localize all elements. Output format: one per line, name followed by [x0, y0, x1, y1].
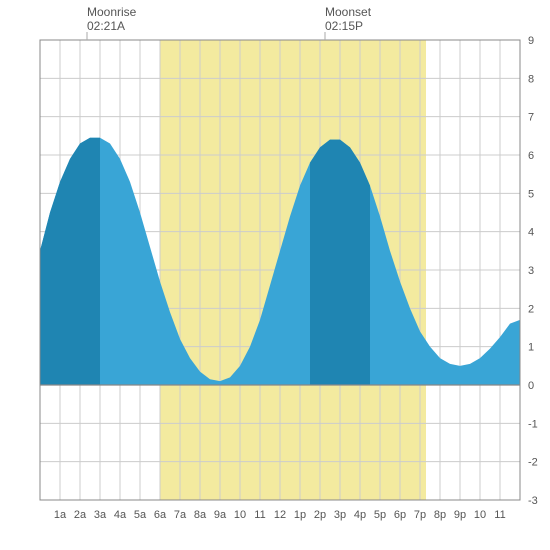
moonrise-label: Moonrise — [87, 5, 137, 19]
x-tick-label: 10 — [474, 509, 486, 521]
tide-area-dark-1 — [310, 140, 370, 385]
x-tick-label: 2p — [314, 509, 326, 521]
tide-chart: 1a2a3a4a5a6a7a8a9a1011121p2p3p4p5p6p7p8p… — [0, 0, 550, 550]
y-tick-label: 5 — [528, 188, 534, 200]
chart-svg: 1a2a3a4a5a6a7a8a9a1011121p2p3p4p5p6p7p8p… — [0, 0, 550, 550]
y-tick-label: 0 — [528, 380, 534, 392]
x-tick-label: 7p — [414, 509, 426, 521]
y-tick-label: 4 — [528, 227, 534, 239]
y-tick-label: 2 — [528, 303, 534, 315]
y-tick-label: 8 — [528, 73, 534, 85]
y-tick-label: 1 — [528, 342, 534, 354]
moonset-label: Moonset — [325, 5, 372, 19]
y-tick-label: 6 — [528, 150, 534, 162]
x-tick-label: 12 — [274, 509, 286, 521]
x-tick-label: 6p — [394, 509, 406, 521]
moonrise-time: 02:21A — [87, 19, 125, 33]
y-tick-label: -2 — [528, 457, 538, 469]
x-tick-label: 8a — [194, 509, 207, 521]
y-tick-label: 7 — [528, 112, 534, 124]
x-tick-label: 3p — [334, 509, 346, 521]
x-tick-label: 10 — [234, 509, 246, 521]
x-tick-label: 11 — [494, 509, 505, 521]
y-tick-label: -1 — [528, 418, 538, 430]
x-tick-label: 9a — [214, 509, 227, 521]
x-tick-label: 1p — [294, 509, 306, 521]
x-tick-label: 8p — [434, 509, 446, 521]
x-tick-label: 5a — [134, 509, 147, 521]
x-tick-label: 2a — [74, 509, 87, 521]
x-tick-label: 4p — [354, 509, 366, 521]
y-tick-label: -3 — [528, 495, 538, 507]
y-tick-label: 3 — [528, 265, 534, 277]
x-tick-label: 3a — [94, 509, 107, 521]
x-tick-label: 6a — [154, 509, 167, 521]
x-tick-label: 5p — [374, 509, 386, 521]
x-tick-label: 11 — [254, 509, 265, 521]
moonset-time: 02:15P — [325, 19, 363, 33]
y-tick-label: 9 — [528, 35, 534, 47]
x-tick-label: 9p — [454, 509, 466, 521]
x-tick-label: 1a — [54, 509, 67, 521]
x-tick-label: 7a — [174, 509, 187, 521]
x-tick-label: 4a — [114, 509, 127, 521]
